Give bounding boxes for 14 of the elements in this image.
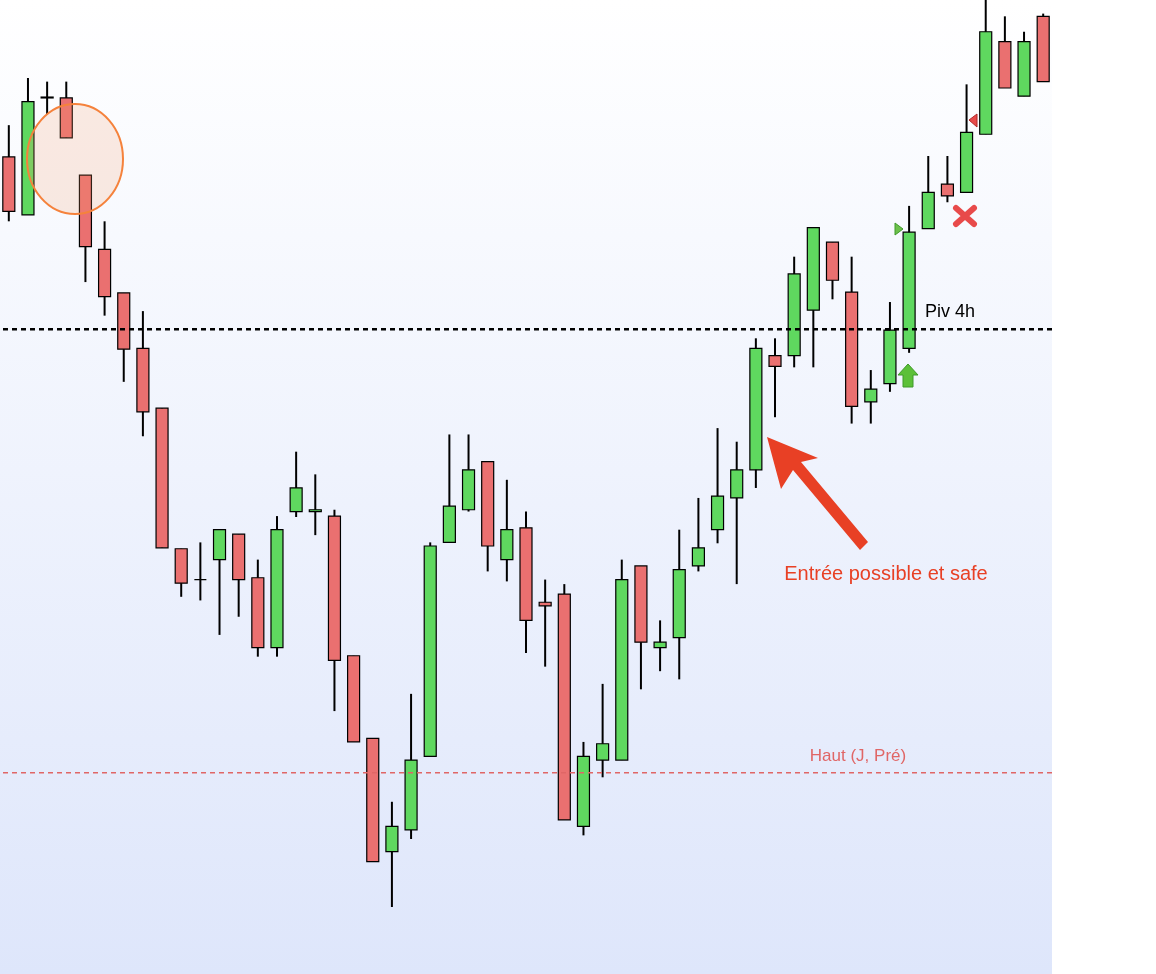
ref-line-label: Haut (J, Pré) bbox=[809, 745, 907, 765]
candlestick bbox=[653, 619, 667, 673]
annotation: Entrée possible et safe bbox=[784, 562, 988, 584]
candlestick bbox=[538, 578, 552, 668]
candlestick bbox=[308, 473, 322, 537]
candlestick bbox=[193, 541, 207, 602]
candlestick bbox=[940, 155, 955, 204]
ref-line-label: Piv 4h bbox=[924, 301, 976, 322]
candlestick bbox=[864, 369, 878, 425]
candlestick bbox=[768, 337, 782, 419]
candlestick bbox=[40, 80, 54, 116]
candlestick bbox=[289, 450, 303, 518]
candlestick bbox=[596, 682, 610, 779]
candlestick bbox=[691, 496, 705, 573]
